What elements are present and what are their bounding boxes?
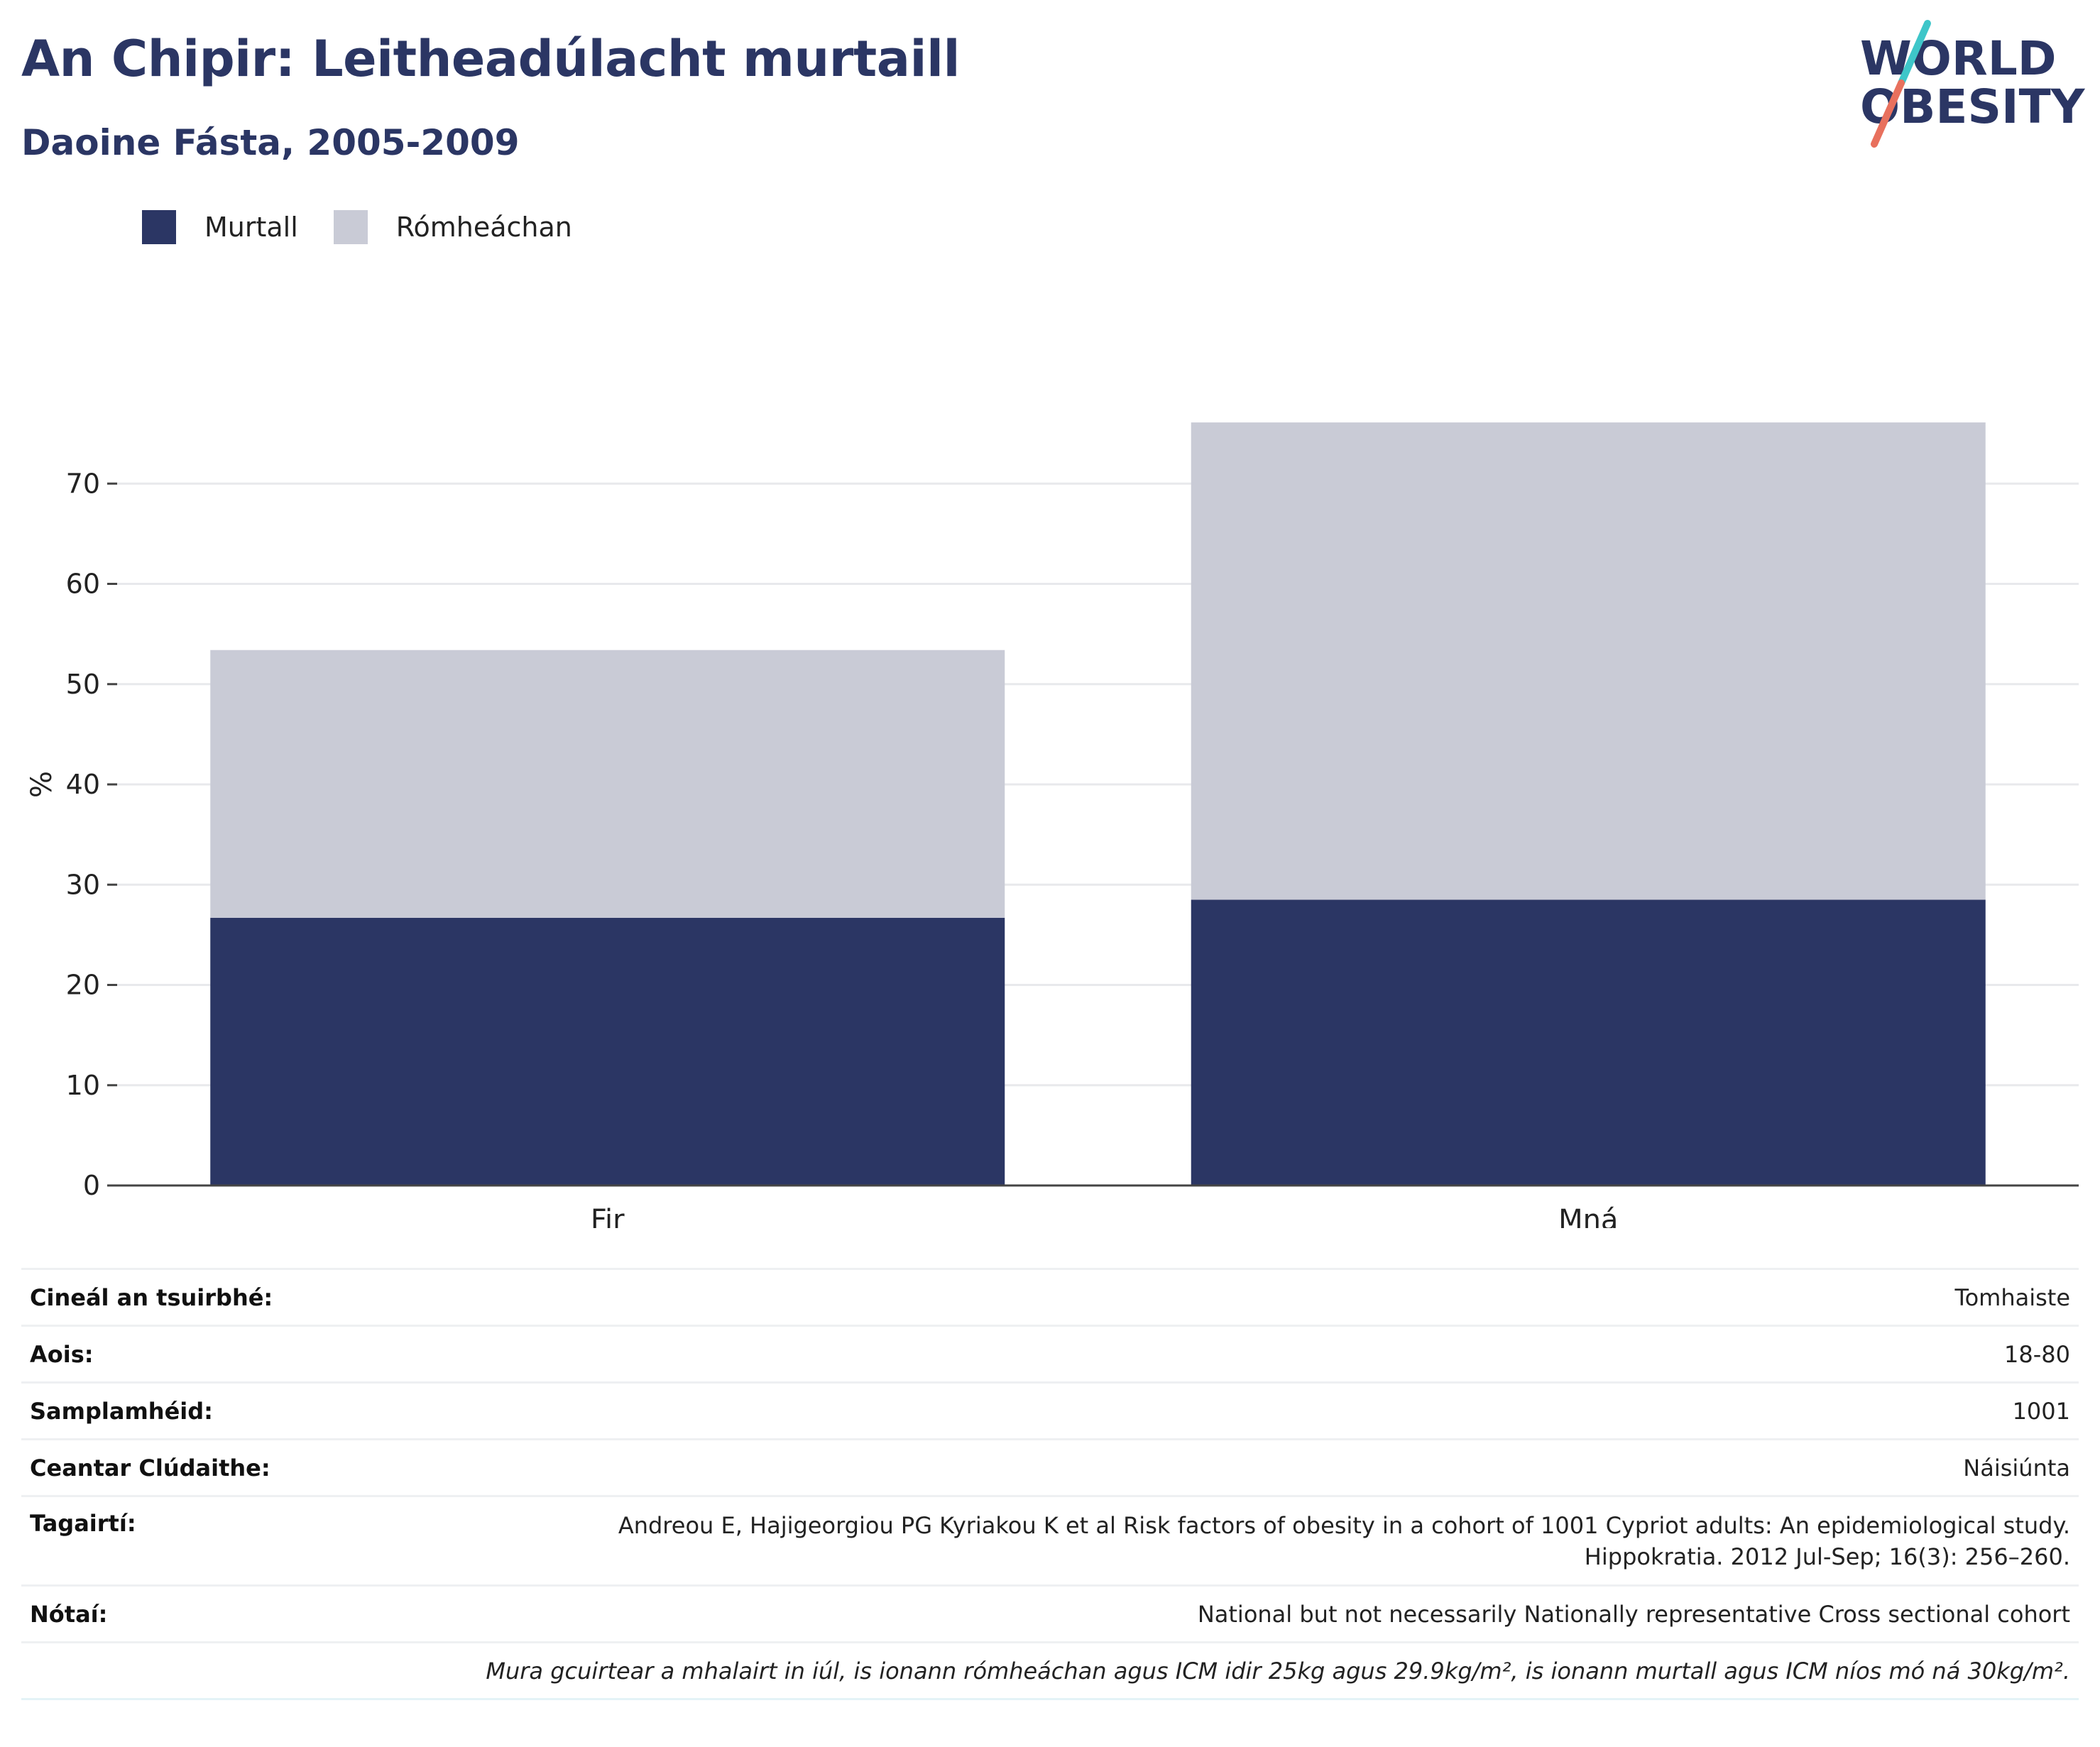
legend-item-romheachan[interactable]: Rómheáchan (333, 210, 572, 244)
x-tick-label: Mná (1558, 1204, 1618, 1228)
info-label: Ceantar Clúdaithe: (30, 1454, 270, 1482)
info-row-age: Aois: 18-80 (21, 1327, 2079, 1384)
y-tick-label: 40 (66, 769, 100, 800)
y-tick-label: 60 (66, 569, 100, 600)
legend-swatch-murtall (142, 210, 176, 244)
info-row-references: Tagairtí: Andreou E, Hajigeorgiou PG Kyr… (21, 1497, 2079, 1587)
info-label: Aois: (30, 1340, 94, 1368)
info-value: 1001 (2012, 1397, 2070, 1425)
y-tick-label: 70 (66, 468, 100, 499)
info-row-sample-size: Samplamhéid: 1001 (21, 1384, 2079, 1440)
x-tick-label: Fir (591, 1204, 625, 1228)
page-title: An Chipir: Leitheadúlacht murtaill (21, 30, 960, 88)
y-tick-label: 50 (66, 669, 100, 700)
info-row-notes: Nótaí: National but not necessarily Nati… (21, 1587, 2079, 1643)
info-label: Cineál an tsuirbhé: (30, 1283, 273, 1311)
y-tick-label: 0 (83, 1170, 100, 1201)
definition-footnote: Mura gcuirtear a mhalairt in iúl, is ion… (21, 1643, 2079, 1700)
bar-murtall-mn (1191, 899, 1986, 1185)
reference-line-2: Hippokratia. 2012 Jul-Sep; 16(3): 256–26… (1584, 1543, 2070, 1570)
stacked-bar-chart: 0 10 20 30 40 50 60 70% Fir Mná (26, 422, 2079, 1228)
page-subtitle: Daoine Fásta, 2005-2009 (21, 122, 520, 163)
legend-swatch-romheachan (333, 210, 368, 244)
legend-label-romheachan: Rómheáchan (395, 212, 572, 243)
footnote-text: Mura gcuirtear a mhalairt in iúl, is ion… (486, 1657, 2070, 1685)
y-tick-label: 30 (66, 869, 100, 900)
logo-slash-bottom (1871, 80, 1905, 148)
info-label: Nótaí: (30, 1600, 108, 1628)
bar-rmhechan-mn (1191, 422, 1986, 900)
legend-item-murtall[interactable]: Murtall (142, 210, 298, 244)
info-value: National but not necessarily Nationally … (1197, 1600, 2070, 1628)
logo-line-1: WORLD (1860, 31, 2057, 86)
info-label: Tagairtí: (30, 1510, 136, 1537)
references-text: Andreou E, Hajigeorgiou PG Kyriakou K et… (618, 1510, 2070, 1572)
y-tick-label: 10 (66, 1070, 100, 1101)
info-row-coverage: Ceantar Clúdaithe: Náisiúnta (21, 1440, 2079, 1497)
legend-label-murtall: Murtall (204, 212, 298, 243)
bar-murtall-fir (210, 917, 1005, 1185)
reference-line-1: Andreou E, Hajigeorgiou PG Kyriakou K et… (618, 1512, 2070, 1539)
bar-rmhechan-fir (210, 650, 1005, 918)
logo-slash-top (1898, 20, 1931, 87)
y-axis-label: % (26, 771, 58, 798)
info-value: Náisiúnta (1963, 1454, 2070, 1482)
chart-legend: Murtall Rómheáchan (142, 210, 608, 244)
info-row-survey-type: Cineál an tsuirbhé: Tomhaiste (21, 1270, 2079, 1327)
survey-info-table: Cineál an tsuirbhé: Tomhaiste Aois: 18-8… (21, 1268, 2079, 1700)
world-obesity-logo: WORLD OBESITY (1860, 20, 2086, 148)
y-tick-label: 20 (66, 970, 100, 1001)
info-value: 18-80 (2004, 1340, 2070, 1368)
info-label: Samplamhéid: (30, 1397, 213, 1425)
info-value: Tomhaiste (1954, 1283, 2070, 1311)
